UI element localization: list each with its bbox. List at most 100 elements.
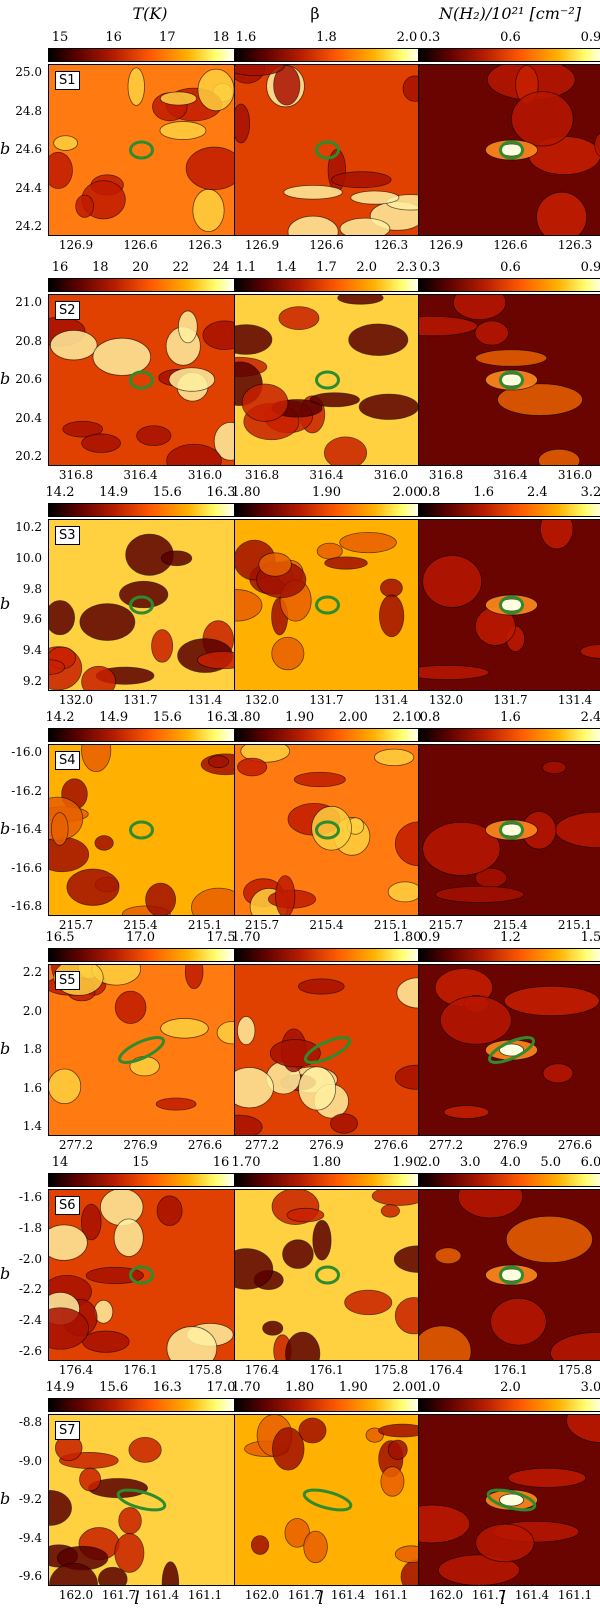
contour-blob [337, 295, 384, 305]
map-panel-temperature: S1 [48, 64, 235, 236]
source-label: S2 [55, 301, 80, 320]
contour-blob [202, 320, 234, 350]
contour-blob [271, 636, 305, 671]
colorbar-tick-label: 2.3 [396, 260, 418, 275]
x-tick-label: 131.4 [557, 693, 593, 707]
colorbar-tick-label: 6.0 [580, 1155, 600, 1170]
source-ellipse [129, 820, 154, 840]
y-tick-label: 2.0 [22, 1003, 42, 1018]
contour-blob [129, 1056, 160, 1077]
x-axis-label-col1: l [134, 1588, 140, 1609]
x-tick-label: 316.0 [187, 468, 223, 482]
colorbar-tick-label: 0.6 [500, 260, 521, 275]
colorbar [418, 1173, 600, 1187]
colorbar-tick-label: 14.2 [45, 710, 75, 725]
contour-blob [237, 757, 268, 777]
contour-blob [81, 745, 112, 773]
contour-blob [297, 978, 345, 995]
heatmap-image [235, 65, 420, 235]
map-panel-temperature: S3 [48, 519, 235, 691]
source-ellipse [129, 370, 154, 390]
contour-blob [505, 1215, 593, 1263]
x-tick-label: 176.4 [58, 1363, 94, 1377]
x-tick-label: 161.4 [144, 1588, 180, 1602]
contour-blob [380, 1466, 405, 1497]
contour-blob [235, 103, 251, 144]
y-tick-label: -9.2 [18, 1492, 42, 1506]
x-tick-label: 131.4 [187, 693, 223, 707]
contour-blob [49, 151, 73, 189]
y-tick-label: -2.2 [18, 1282, 42, 1297]
y-tick-label: -8.8 [18, 1415, 42, 1429]
y-tick-label: -2.6 [18, 1344, 42, 1358]
y-tick-label: 24.4 [15, 180, 42, 195]
contour-blob [213, 421, 234, 461]
x-tick-label: 215.1 [373, 918, 409, 932]
y-tick-label: -1.6 [18, 1190, 42, 1204]
colorbar [48, 48, 235, 62]
colorbar-tick-label: 0.9 [419, 930, 441, 945]
contour-blob [348, 323, 409, 356]
contour-blob [49, 1068, 82, 1105]
colorbar-tick-label: 1.70 [231, 1155, 261, 1170]
heatmap-image [419, 965, 600, 1135]
x-tick-label: 161.1 [557, 1588, 593, 1602]
contour-blob [380, 578, 403, 598]
y-tick-label: 9.6 [22, 612, 42, 627]
contour-blob [324, 556, 368, 570]
x-tick-label: 161.7 [471, 1588, 507, 1602]
contour-blob [49, 329, 98, 361]
map-panel-column-density [418, 744, 600, 916]
colorbar-tick-label: 0.6 [500, 30, 521, 45]
contour-blob [50, 812, 69, 846]
map-panel-temperature: S7 [48, 1414, 235, 1586]
col-title-temperature: T(K) [132, 4, 168, 23]
colorbar [234, 48, 421, 62]
x-tick-label: 131.7 [309, 693, 344, 707]
contour-blob [566, 1415, 600, 1443]
colorbar-tick-label: 14.9 [99, 485, 129, 500]
colorbar-tick-label: 20 [132, 260, 149, 275]
colorbar-tick-label: 22 [172, 260, 190, 275]
x-tick-label: 215.7 [244, 918, 280, 932]
y-tick-label: -16.6 [11, 860, 42, 875]
contour-blob [81, 1203, 102, 1241]
y-tick-label: 25.0 [15, 65, 42, 79]
contour-blob [159, 121, 207, 140]
colorbar-tick-label: 4.0 [500, 1155, 521, 1170]
colorbar-tick-label: 17.0 [126, 930, 155, 945]
contour-blob [166, 1326, 218, 1360]
source-ellipse [129, 1265, 154, 1285]
contour-blob [434, 1247, 462, 1265]
contour-blob [75, 194, 94, 218]
contour-blob [114, 990, 147, 1024]
y-tick-label: -2.4 [18, 1313, 42, 1328]
contour-blob [402, 75, 420, 102]
contour-blob [371, 1190, 420, 1206]
contour-blob [185, 146, 234, 191]
contour-blob [538, 448, 581, 465]
contour-blob [82, 1330, 130, 1353]
x-tick-label: 126.6 [493, 238, 528, 252]
x-tick-label: 316.4 [309, 468, 344, 482]
contour-blob [207, 755, 230, 769]
x-tick-label: 276.6 [187, 1138, 223, 1152]
contour-blob [339, 217, 391, 235]
contour-blob [156, 1195, 183, 1226]
colorbar [48, 728, 235, 742]
colorbar-tick-label: 15 [132, 1155, 149, 1170]
x-tick-label: 175.8 [373, 1363, 409, 1377]
colorbar-tick-label: 15.6 [152, 485, 182, 500]
contour-blob [92, 337, 152, 376]
colorbar-tick-label: 1.6 [235, 30, 257, 45]
contour-blob [511, 91, 574, 147]
y-tick-label: 1.8 [22, 1042, 42, 1056]
colorbar-tick-label: 1.7 [316, 260, 337, 275]
heatmap-image [235, 520, 420, 690]
colorbar-tick-label: 0.8 [419, 710, 441, 725]
x-tick-label: 316.8 [244, 468, 280, 482]
source-ellipse [116, 1488, 167, 1512]
y-tick-label: 20.2 [15, 449, 42, 463]
colorbar-tick-label: 17.5 [206, 930, 236, 945]
contour-blob [379, 594, 405, 638]
